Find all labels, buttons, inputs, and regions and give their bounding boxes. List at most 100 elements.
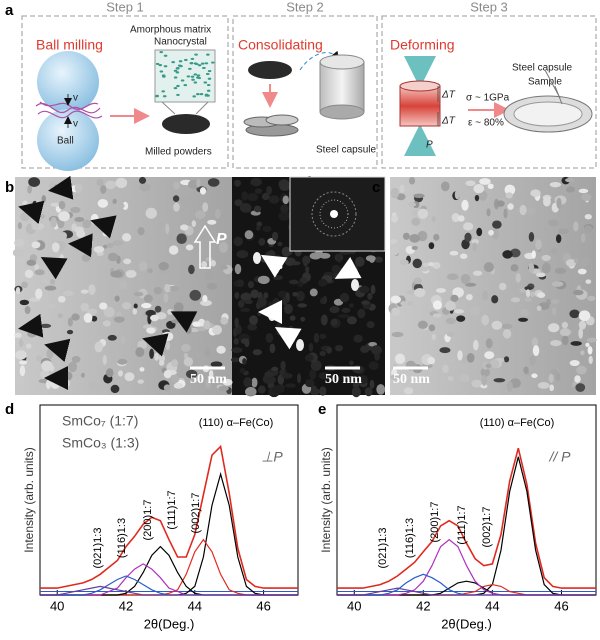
grain xyxy=(171,319,181,324)
grain xyxy=(173,382,184,389)
grain xyxy=(498,282,507,291)
nanocrystal xyxy=(202,66,206,70)
grain xyxy=(352,380,360,389)
grain xyxy=(574,375,581,383)
grain xyxy=(305,266,310,274)
nanocrystal xyxy=(206,83,211,87)
grain xyxy=(507,203,514,210)
grain xyxy=(585,279,592,284)
grain xyxy=(244,338,250,348)
grain xyxy=(365,255,376,262)
grain xyxy=(88,284,96,295)
grain xyxy=(561,321,569,329)
grain xyxy=(218,385,229,392)
grain xyxy=(330,373,335,379)
panel-label: a xyxy=(5,2,14,19)
series-line xyxy=(40,585,298,596)
grain xyxy=(367,292,373,300)
grain xyxy=(530,189,541,197)
nanocrystal xyxy=(188,67,192,70)
peak-label: (111)1:7 xyxy=(456,505,468,544)
x-tick-label: 40 xyxy=(50,598,64,613)
leader xyxy=(554,85,563,105)
grain xyxy=(433,233,440,241)
grain xyxy=(484,351,495,359)
grain xyxy=(572,289,584,296)
grain xyxy=(492,220,502,229)
grain xyxy=(551,247,558,256)
grain xyxy=(559,328,571,337)
grain xyxy=(353,334,363,343)
grain xyxy=(586,337,597,343)
grain xyxy=(57,295,66,303)
grain xyxy=(318,372,330,380)
grain xyxy=(12,248,25,258)
capsule xyxy=(319,61,365,113)
grain xyxy=(561,335,569,346)
x-axis-label: 2θ(Deg.) xyxy=(441,616,492,631)
grain xyxy=(389,238,398,244)
arrow xyxy=(18,200,45,225)
grain xyxy=(139,183,151,192)
grain xyxy=(114,295,120,302)
grain xyxy=(80,372,85,378)
grain xyxy=(205,257,213,262)
grain xyxy=(528,263,535,273)
grain xyxy=(445,357,455,364)
grain xyxy=(154,352,159,361)
legend-text: SmCo₃ (1:3) xyxy=(62,435,139,451)
grain xyxy=(369,379,375,389)
step-box xyxy=(232,15,378,169)
arrow xyxy=(142,333,169,357)
grain xyxy=(233,327,238,338)
grain xyxy=(390,187,399,199)
sample-disc xyxy=(513,101,583,127)
grain xyxy=(165,223,170,235)
sample-heated xyxy=(399,80,441,92)
grain xyxy=(106,242,114,249)
grain xyxy=(239,367,246,374)
grain xyxy=(103,306,115,318)
grain xyxy=(258,385,266,394)
text: Amorphous matrix xyxy=(130,25,211,36)
nanocrystal xyxy=(176,84,180,88)
grain xyxy=(297,373,302,384)
grain xyxy=(541,254,551,262)
grain xyxy=(297,303,307,308)
grain xyxy=(427,262,435,267)
text: Milled powders xyxy=(145,147,212,158)
grain xyxy=(31,241,41,249)
grain xyxy=(531,337,539,347)
grain xyxy=(214,208,221,219)
grain xyxy=(474,194,480,202)
grain xyxy=(280,360,286,371)
grain xyxy=(292,292,299,297)
nanocrystal xyxy=(161,90,166,93)
grain xyxy=(249,315,258,325)
grain xyxy=(288,325,294,333)
scale-label: 50 nm xyxy=(393,372,430,387)
grain xyxy=(331,318,338,326)
grain xyxy=(351,386,361,398)
grain xyxy=(496,200,505,207)
grain xyxy=(518,317,529,322)
grain xyxy=(216,345,226,354)
grain xyxy=(153,286,163,295)
scale-label: 50 nm xyxy=(325,372,362,387)
grain xyxy=(409,233,421,243)
grain xyxy=(143,294,153,303)
grain xyxy=(139,367,145,372)
nanocrystal xyxy=(180,79,185,82)
grain xyxy=(115,177,128,189)
grain xyxy=(334,344,344,352)
grain xyxy=(391,246,399,256)
nanocrystal xyxy=(175,71,180,74)
grain xyxy=(289,315,296,321)
grain xyxy=(279,183,291,191)
grain xyxy=(66,329,74,335)
grain xyxy=(439,347,451,354)
grain xyxy=(578,188,589,194)
grain xyxy=(589,328,596,337)
text: Steel capsule xyxy=(512,63,572,74)
